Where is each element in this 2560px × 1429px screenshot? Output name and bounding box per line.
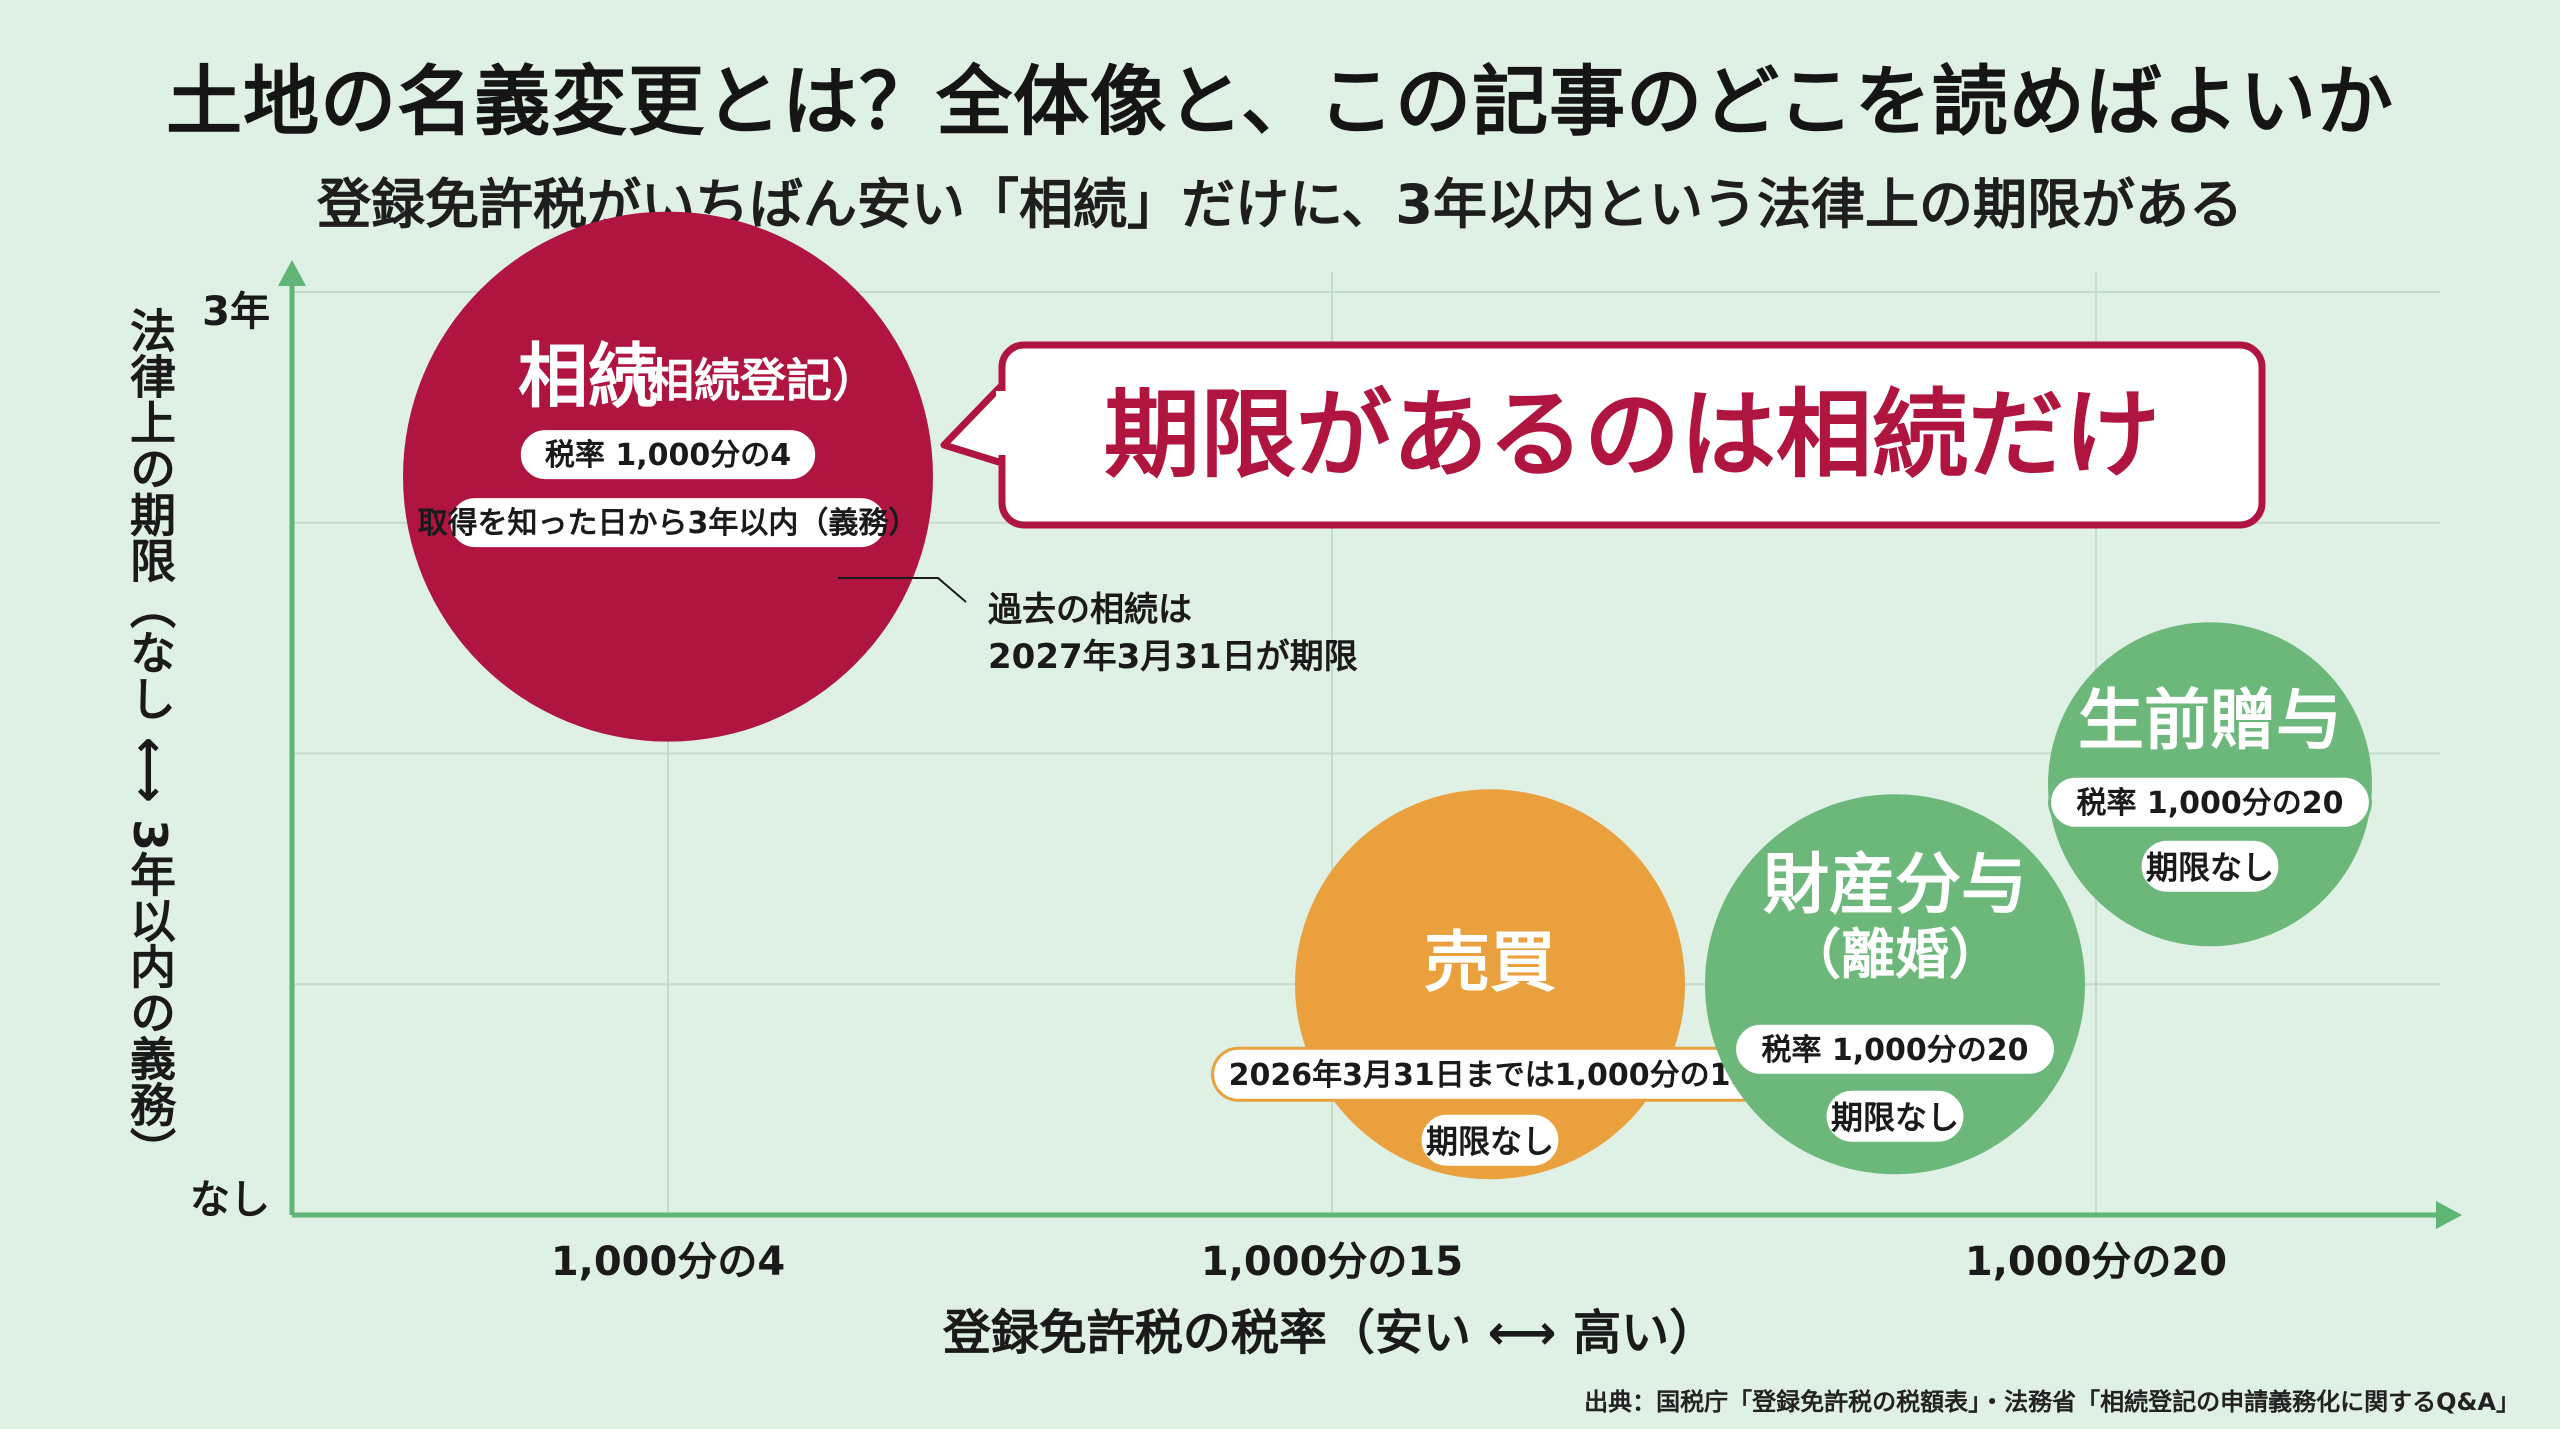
bubble-3 <box>1705 794 2085 1175</box>
y-axis-label: 法律上の期限（なし ⟷ 3年以内の義務） <box>123 307 177 1173</box>
callout-text: 期限があるのは相続だけ <box>1104 379 2160 491</box>
bubble-title: 財産分与 <box>1763 846 2027 923</box>
annotation-line <box>838 577 967 603</box>
x-axis-label: 登録免許税の税率（安い ⟷ 高い） <box>942 1305 1717 1361</box>
bubble-badge-bg <box>2138 837 2282 895</box>
y-tick-label: なし <box>190 1177 270 1223</box>
bubble-badge-bg <box>517 427 819 483</box>
bubble-badge: 税率 1,000分の20 <box>1761 1033 2028 1068</box>
bubble-title: 相続 <box>518 336 658 418</box>
callout-pointer-joint <box>996 391 1010 455</box>
bubble-badge-bg <box>1823 1087 1967 1145</box>
x-tick-label: 1,000分の20 <box>1965 1239 2227 1285</box>
annotation-text: 過去の相続は <box>988 590 1192 630</box>
bubble-badge: 期限なし <box>1426 1122 1554 1160</box>
x-tick-label: 1,000分の15 <box>1201 1239 1463 1285</box>
source-note: 出典：国税庁「登録免許税の税額表」・法務省「相続登記の申請義務化に関するQ&A」 <box>1584 1388 2520 1416</box>
bubble-title: 生前贈与 <box>2078 682 2342 759</box>
bubble-badge: 取得を知った日から3年以内（義務） <box>418 506 919 541</box>
y-tick-label: 3年 <box>202 289 270 335</box>
page-title: 土地の名義変更とは？全体像と、この記事のどこを読めばよいか <box>166 57 2394 146</box>
bubble-badge-bg <box>447 495 889 551</box>
bubble-subtitle: （離婚） <box>1787 923 2003 986</box>
x-axis-arrow <box>2436 1201 2462 1229</box>
bubble-badge-bg <box>1418 1111 1562 1169</box>
x-tick-label: 1,000分の4 <box>551 1239 785 1285</box>
bubble-badge: 税率 1,000分の4 <box>545 438 791 473</box>
y-axis-arrow <box>278 260 306 286</box>
bubble-badge: 2026年3月31日までは1,000分の15 <box>1229 1058 1752 1093</box>
bubble-badge: 期限なし <box>2146 848 2274 886</box>
callout-pointer <box>940 381 1006 467</box>
bubble-badge: 税率 1,000分の20 <box>2076 786 2343 821</box>
bubble-badge-bg <box>1733 1021 2057 1077</box>
bubble-badge-bg <box>2048 774 2372 830</box>
bubble-badge: 期限なし <box>1831 1098 1959 1136</box>
annotation-text: 2027年3月31日が期限 <box>988 637 1358 677</box>
bubble-subtitle: （相続登記） <box>602 354 878 408</box>
bubble-title: 売買 <box>1424 924 1556 1001</box>
